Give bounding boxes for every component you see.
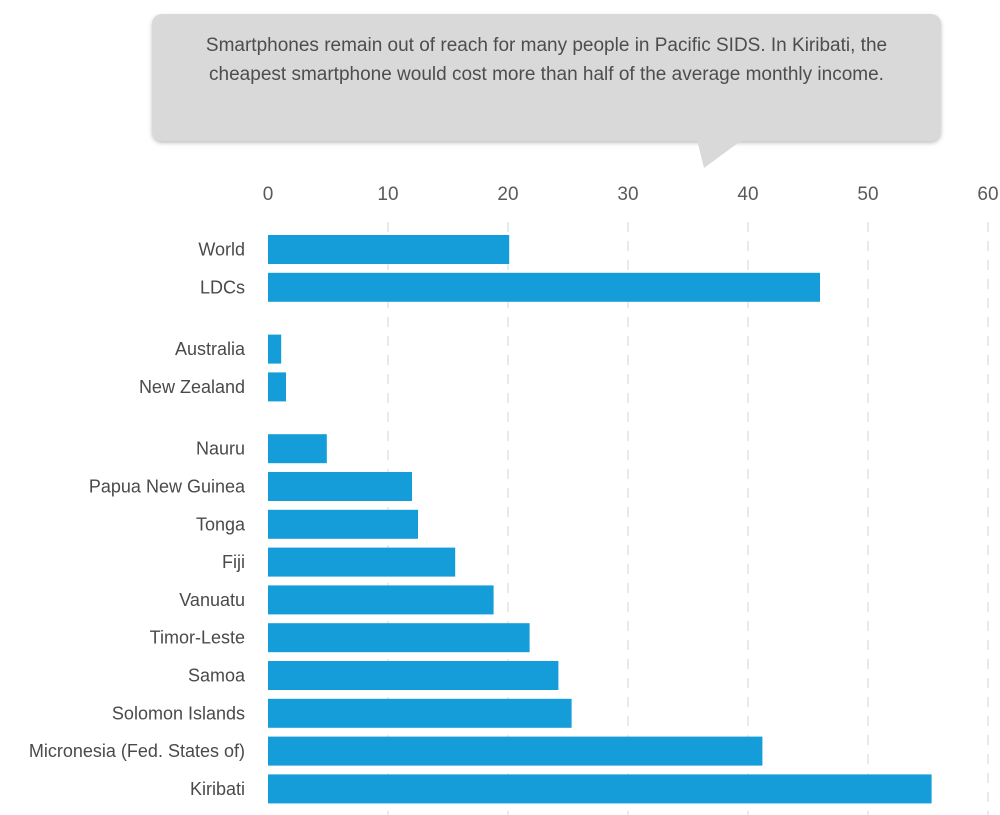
bar	[268, 585, 494, 615]
category-label: Solomon Islands	[112, 703, 245, 723]
bars	[268, 235, 932, 804]
bar	[268, 661, 559, 690]
bar	[268, 509, 418, 539]
category-label: Papua New Guinea	[89, 477, 246, 497]
annotation-callout: Smartphones remain out of reach for many…	[152, 14, 941, 168]
bar	[268, 774, 932, 804]
bar	[268, 736, 763, 766]
category-label: Timor-Leste	[150, 628, 245, 648]
bar	[268, 623, 530, 653]
callout-pointer	[697, 140, 742, 168]
category-label: Kiribati	[190, 779, 245, 799]
category-label: Vanuatu	[179, 590, 245, 610]
category-label: LDCs	[200, 277, 245, 297]
bar	[268, 472, 412, 501]
annotation-text: Smartphones remain out of reach for many…	[205, 35, 888, 85]
bar	[268, 272, 820, 302]
x-tick-label: 40	[737, 184, 758, 205]
callout-background	[152, 14, 941, 141]
x-tick-label: 20	[497, 184, 518, 205]
x-axis-ticks: 0 10 20 30 40 50 60	[263, 184, 999, 205]
category-label: Samoa	[188, 666, 246, 686]
x-tick-label: 0	[263, 184, 274, 205]
bar	[268, 235, 510, 264]
category-label: Nauru	[196, 439, 245, 459]
x-tick-label: 50	[857, 184, 878, 205]
category-label: Micronesia (Fed. States of)	[29, 741, 245, 761]
category-label: World	[198, 240, 245, 260]
x-tick-label: 10	[377, 184, 398, 205]
bar	[268, 372, 286, 402]
category-label: Australia	[175, 339, 246, 359]
bar	[268, 334, 282, 364]
bar	[268, 547, 456, 577]
x-tick-label: 60	[977, 184, 998, 205]
bar	[268, 434, 327, 464]
category-label: Tonga	[196, 514, 246, 534]
category-label: New Zealand	[139, 377, 245, 397]
bar	[268, 698, 572, 728]
x-tick-label: 30	[617, 184, 638, 205]
category-labels: World LDCs Australia New Zealand Nauru Papua …	[29, 240, 246, 799]
category-label: Fiji	[222, 552, 245, 572]
